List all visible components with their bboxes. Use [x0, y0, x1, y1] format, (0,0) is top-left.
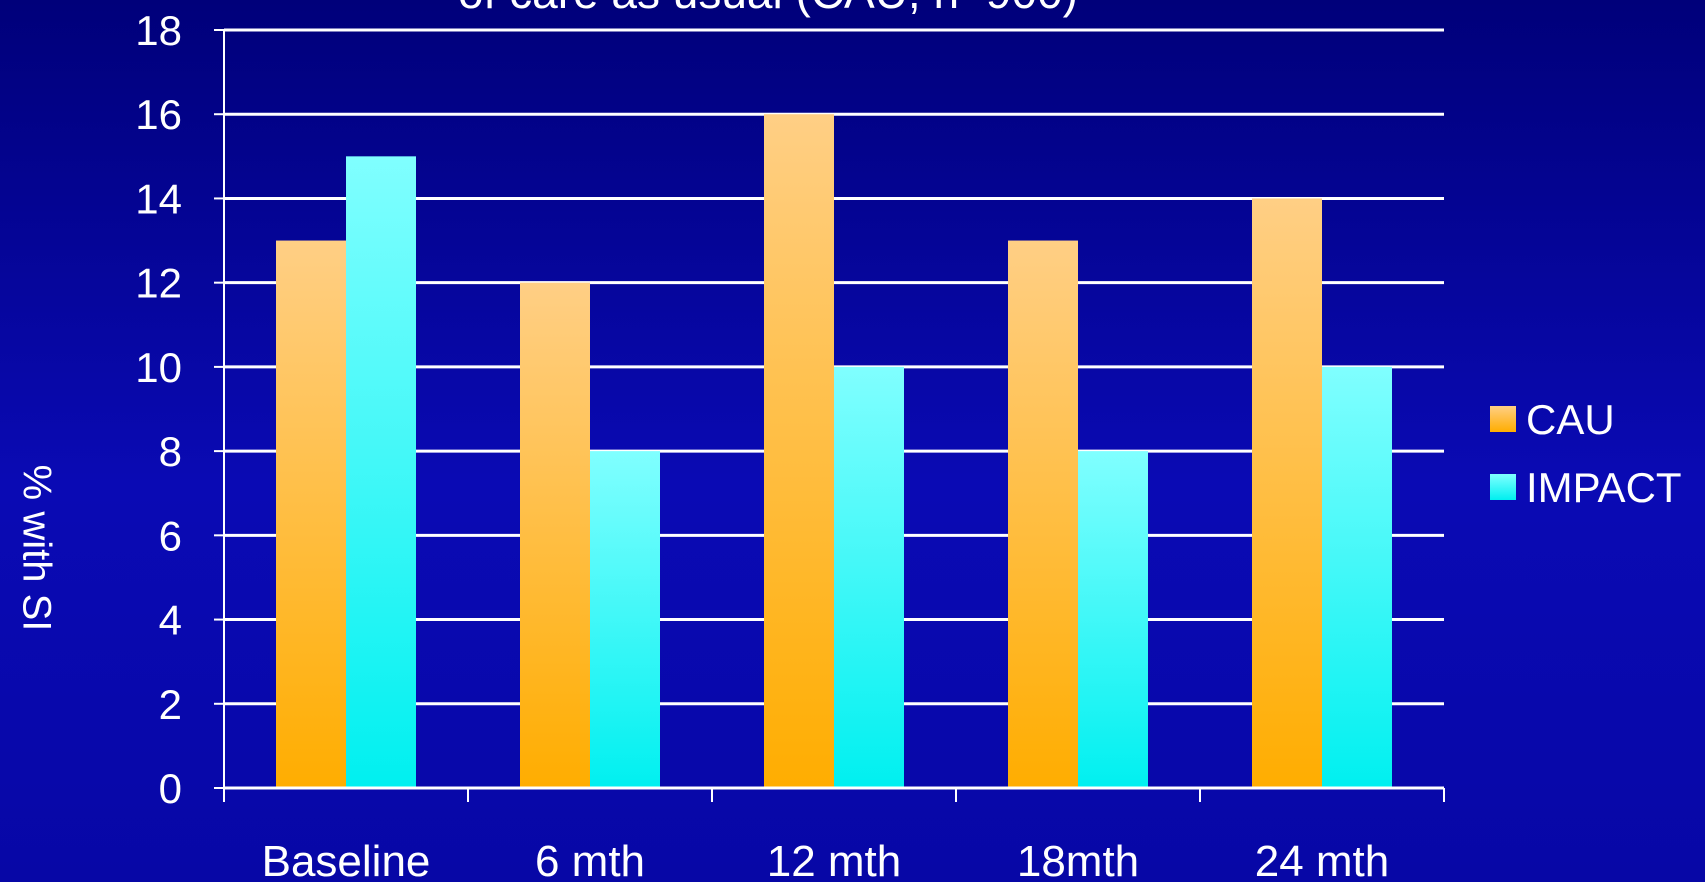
y-tick-label: 2 [159, 681, 182, 728]
x-tick-label: 18mth [1017, 837, 1139, 882]
legend-label-impact: IMPACT [1526, 464, 1682, 511]
x-tick-label: 6 mth [535, 837, 645, 882]
y-tick-label: 14 [135, 175, 182, 222]
y-tick-label: 16 [135, 91, 182, 138]
bar-impact-3 [1078, 451, 1148, 788]
y-tick-label: 18 [135, 7, 182, 54]
legend-swatch-impact [1490, 474, 1516, 500]
y-tick-label: 4 [159, 597, 182, 644]
bar-cau-2 [764, 114, 834, 788]
bar-cau-0 [276, 240, 346, 789]
bar-cau-3 [1008, 240, 1078, 789]
chart-title: of care as usual (CAU, n=900) [458, 0, 1078, 18]
bar-cau-1 [520, 282, 590, 788]
x-tick-label: 12 mth [767, 837, 902, 882]
y-tick-label: 12 [135, 260, 182, 307]
x-tick-label: Baseline [262, 837, 431, 882]
y-tick-label: 6 [159, 512, 182, 559]
y-tick-label: 8 [159, 428, 182, 475]
x-tick-label: 24 mth [1255, 837, 1390, 882]
tick-labels: 0 2 4 6 8 10 12 14 16 18 Baseline 6 mth 12 mth 18mth 2… [135, 7, 1389, 882]
y-tick-label: 10 [135, 344, 182, 391]
y-tick-label: 0 [159, 765, 182, 812]
bar-impact-0 [346, 156, 416, 789]
legend: CAU IMPACT [1490, 396, 1682, 511]
bar-cau-4 [1252, 198, 1322, 788]
bar-impact-4 [1322, 366, 1392, 788]
bar-impact-1 [590, 451, 660, 788]
bar-impact-2 [834, 366, 904, 788]
legend-swatch-cau [1490, 406, 1516, 432]
y-axis-label: % with SI [14, 465, 58, 632]
legend-label-cau: CAU [1526, 396, 1615, 443]
axes [214, 29, 1445, 802]
bars [276, 114, 1392, 789]
